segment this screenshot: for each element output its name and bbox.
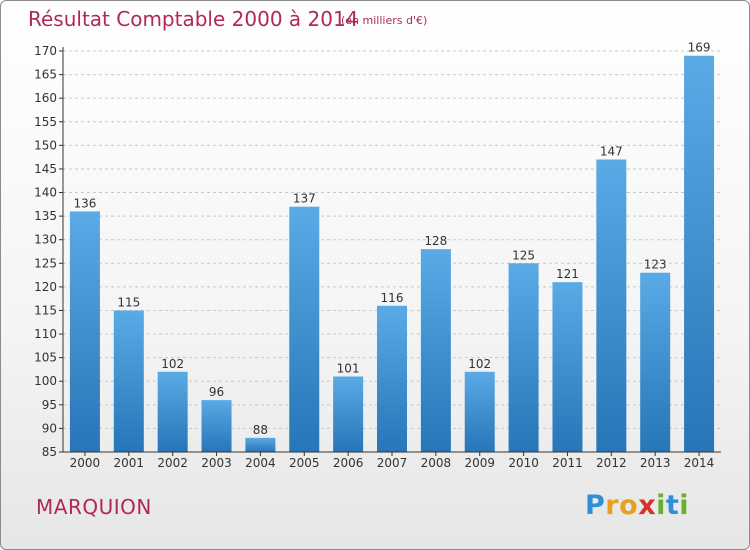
x-tick-label: 2004 — [245, 456, 276, 470]
bar-value-label: 116 — [381, 291, 404, 305]
bar-value-label: 147 — [600, 145, 623, 159]
x-tick-label: 2010 — [508, 456, 539, 470]
y-tick-label: 105 — [34, 351, 57, 365]
bar-value-label: 96 — [209, 385, 224, 399]
x-tick-label: 2007 — [377, 456, 408, 470]
chart-subtitle: (en milliers d'€) — [341, 14, 428, 27]
x-tick-label: 2005 — [289, 456, 320, 470]
y-tick-label: 140 — [34, 186, 57, 200]
bar-value-label: 115 — [117, 295, 140, 309]
y-tick-label: 130 — [34, 233, 57, 247]
bar — [464, 371, 495, 452]
y-tick-label: 115 — [34, 303, 57, 317]
logo-letter: t — [665, 490, 680, 521]
bar — [552, 282, 583, 452]
x-tick-label: 2002 — [157, 456, 188, 470]
x-tick-label: 2003 — [201, 456, 232, 470]
commune-name: MARQUION — [36, 495, 152, 519]
logo-letter: x — [638, 490, 657, 521]
x-tick-label: 2012 — [596, 456, 627, 470]
x-tick-label: 2006 — [333, 456, 364, 470]
proxiti-logo[interactable]: Proxiti — [585, 490, 689, 521]
y-tick-label: 100 — [34, 374, 57, 388]
logo-letter: o — [619, 490, 639, 521]
bar — [508, 263, 539, 452]
bar-value-label: 136 — [73, 196, 96, 210]
x-tick-label: 2001 — [114, 456, 145, 470]
y-tick-label: 150 — [34, 138, 57, 152]
y-tick-label: 155 — [34, 115, 57, 129]
y-tick-label: 90 — [42, 421, 57, 435]
x-tick-label: 2011 — [552, 456, 583, 470]
bar — [596, 159, 627, 452]
y-tick-label: 85 — [42, 445, 57, 459]
bar-value-label: 123 — [644, 258, 667, 272]
y-tick-label: 95 — [42, 398, 57, 412]
bar-value-label: 101 — [337, 362, 360, 376]
bar-value-label: 121 — [556, 267, 579, 281]
y-tick-label: 135 — [34, 209, 57, 223]
bar — [113, 310, 144, 452]
bar-value-label: 88 — [253, 423, 268, 437]
y-tick-label: 120 — [34, 280, 57, 294]
chart-title: Résultat Comptable 2000 à 2014 — [28, 7, 359, 31]
bar — [420, 249, 451, 452]
bar — [69, 211, 100, 452]
bar — [289, 206, 320, 452]
bar — [245, 437, 276, 452]
logo-letter: P — [585, 490, 606, 521]
bar-value-label: 102 — [468, 357, 491, 371]
bar-value-label: 128 — [424, 234, 447, 248]
x-tick-label: 2013 — [640, 456, 671, 470]
bar — [157, 371, 188, 452]
x-tick-label: 2014 — [684, 456, 715, 470]
y-tick-label: 160 — [34, 91, 57, 105]
bar — [201, 400, 232, 452]
bar — [333, 376, 364, 452]
y-tick-label: 125 — [34, 256, 57, 270]
bar-value-label: 102 — [161, 357, 184, 371]
logo-letter: i — [656, 490, 666, 521]
bar — [377, 305, 407, 452]
bar-value-label: 137 — [293, 192, 316, 206]
y-tick-label: 145 — [34, 162, 57, 176]
bar — [684, 55, 715, 452]
bar — [640, 272, 671, 452]
x-tick-label: 2008 — [421, 456, 452, 470]
y-tick-label: 110 — [34, 327, 57, 341]
x-tick-label: 2009 — [464, 456, 495, 470]
y-tick-label: 165 — [34, 68, 57, 82]
y-tick-label: 170 — [34, 44, 57, 58]
x-tick-label: 2000 — [70, 456, 101, 470]
logo-letter: r — [605, 490, 620, 521]
bar-value-label: 125 — [512, 248, 535, 262]
bar-value-label: 169 — [688, 41, 711, 55]
logo-letter: i — [679, 490, 690, 521]
